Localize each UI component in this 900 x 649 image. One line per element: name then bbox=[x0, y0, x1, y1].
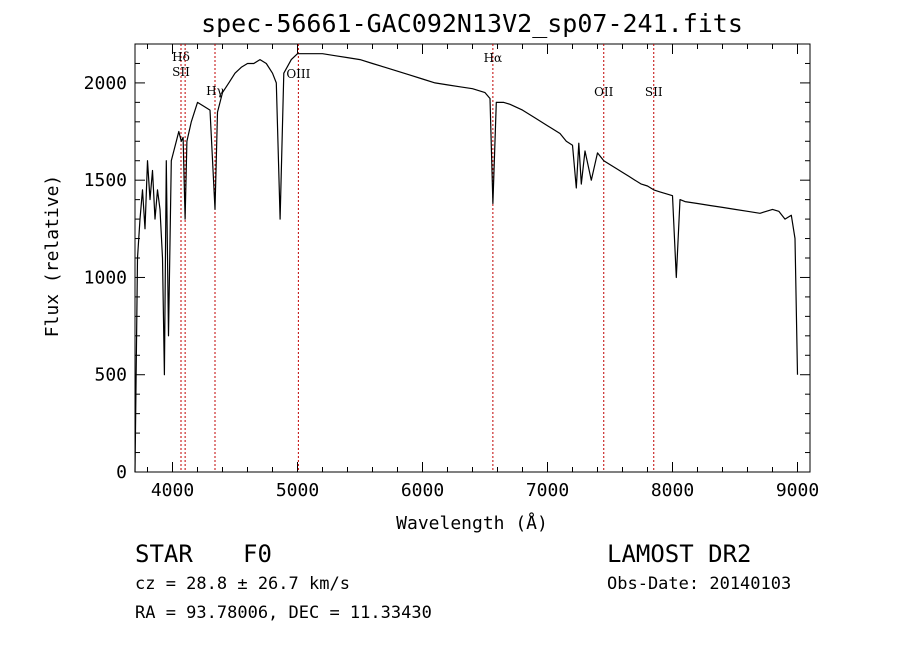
spectral-line-label: Hα bbox=[484, 51, 503, 65]
spectral-line-label: OIII bbox=[286, 67, 310, 81]
x-tick-label: 8000 bbox=[651, 480, 694, 501]
x-axis-label: Wavelength (Å) bbox=[396, 512, 548, 534]
spectral-line-label: OII bbox=[594, 85, 614, 99]
x-tick-label: 4000 bbox=[151, 480, 194, 501]
x-tick-label: 9000 bbox=[776, 480, 819, 501]
flux-series-line bbox=[134, 53, 799, 473]
spectral-line-label: Hδ bbox=[172, 50, 190, 64]
plot-frame bbox=[134, 43, 811, 473]
object-subclass: F0 bbox=[243, 540, 272, 568]
x-tick-label: 5000 bbox=[276, 480, 319, 501]
spectral-line-label: SII bbox=[172, 65, 190, 79]
spectral-line-label: Hγ bbox=[206, 84, 224, 98]
sky-coordinates: RA = 93.78006, DEC = 11.33430 bbox=[135, 603, 432, 623]
y-axis-label: Flux (relative) bbox=[42, 175, 63, 338]
object-class: STAR bbox=[135, 540, 193, 568]
y-tick-label: 1500 bbox=[84, 170, 127, 191]
y-tick-label: 0 bbox=[116, 462, 127, 483]
chart-title: spec-56661-GAC092N13V2_sp07-241.fits bbox=[201, 9, 743, 38]
survey-name: LAMOST DR2 bbox=[607, 540, 752, 568]
x-tick-label: 7000 bbox=[526, 480, 569, 501]
x-tick-label: 6000 bbox=[401, 480, 444, 501]
y-tick-label: 2000 bbox=[84, 73, 127, 94]
observation-date: Obs-Date: 20140103 bbox=[607, 574, 792, 594]
y-tick-label: 500 bbox=[94, 365, 127, 386]
spectral-line-label: SII bbox=[645, 85, 663, 99]
y-tick-label: 1000 bbox=[84, 267, 127, 288]
redshift-velocity: cz = 28.8 ± 26.7 km/s bbox=[135, 574, 350, 594]
